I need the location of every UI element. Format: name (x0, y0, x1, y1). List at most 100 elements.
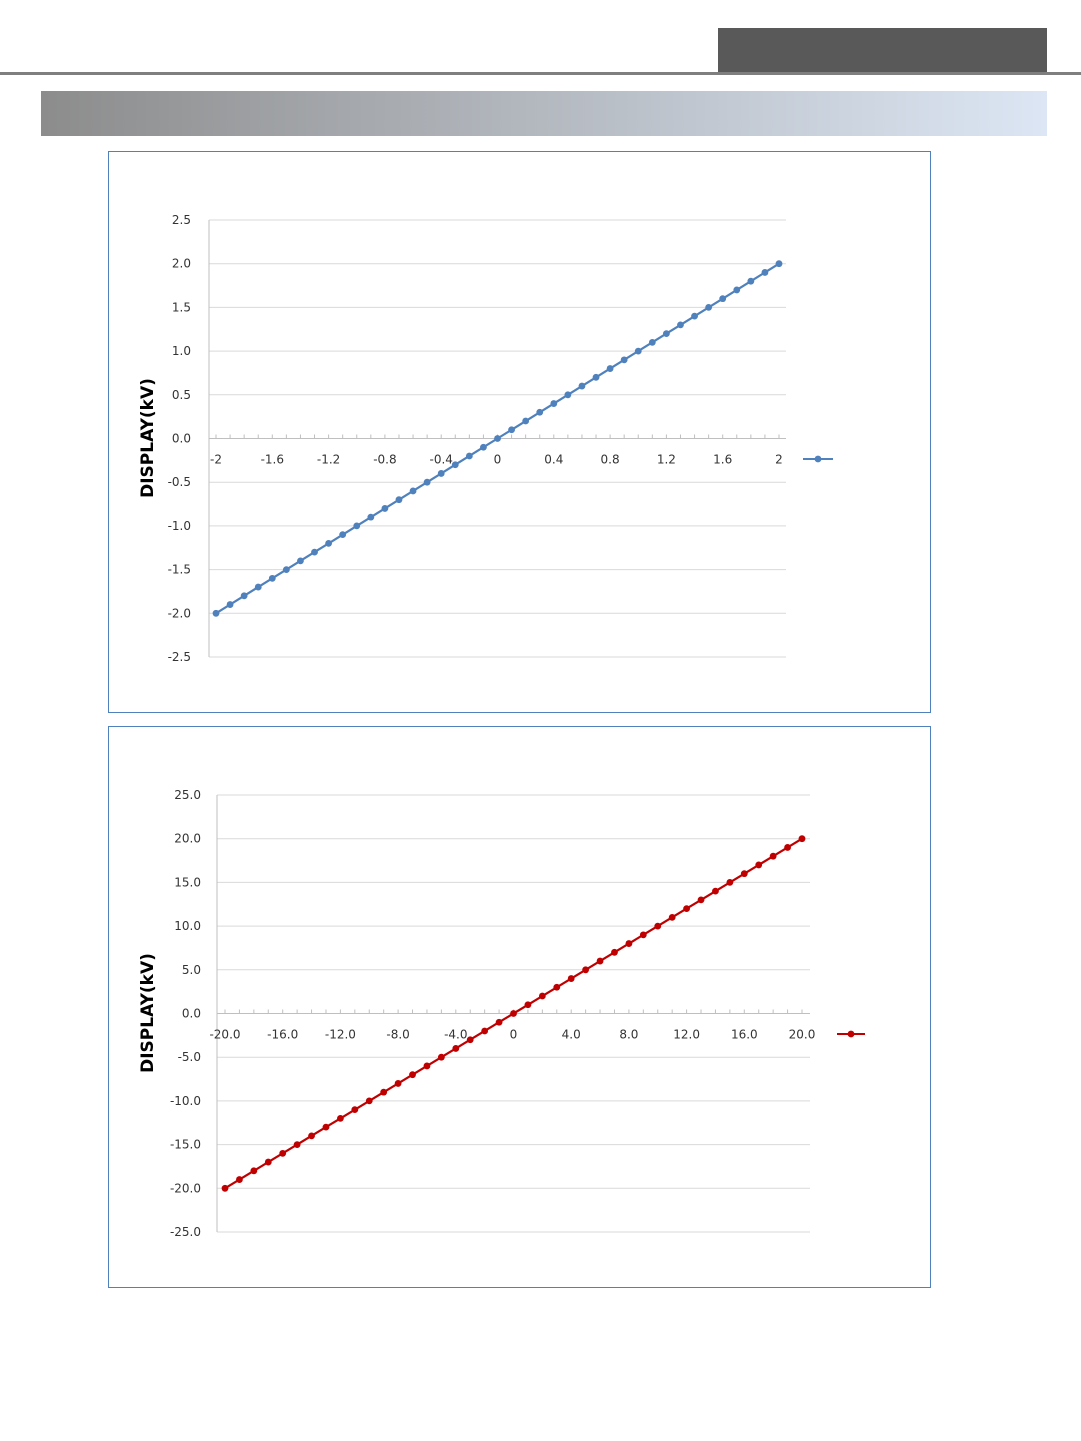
data-point (606, 365, 614, 372)
data-point (367, 513, 375, 521)
y-tick-label: 15.0 (174, 875, 201, 889)
data-point (221, 1184, 229, 1192)
x-tick-label: -20.0 (209, 1028, 240, 1042)
y-axis-label: DISPLAY(kV) (138, 378, 158, 498)
data-point (536, 408, 544, 416)
data-point (380, 1088, 388, 1096)
data-point (481, 1027, 489, 1035)
data-point (712, 887, 719, 895)
y-tick-label: 2.5 (172, 213, 191, 227)
data-point (740, 870, 748, 878)
y-tick-label: 1.5 (172, 300, 191, 314)
header-rule (0, 72, 1081, 75)
legend-marker (814, 455, 822, 463)
data-point (648, 338, 656, 346)
data-point (705, 304, 713, 311)
chart-2: 25.0 20.0 15.0 10.0 5.0 0.0 -5.0 -10.0 -15.0 -20.… (138, 788, 865, 1239)
x-tick-label: 2 (775, 453, 783, 467)
data-point (264, 1158, 272, 1166)
data-point (452, 1045, 460, 1052)
x-tick-label: -8.0 (386, 1028, 409, 1042)
y-tick-label: 10.0 (174, 919, 201, 933)
data-point (394, 1080, 402, 1087)
y-tick-label: -10.0 (170, 1094, 201, 1108)
data-point (297, 557, 304, 565)
data-point (351, 1106, 359, 1114)
y-tick-label: -20.0 (170, 1181, 201, 1195)
data-point (747, 277, 755, 285)
data-point (226, 601, 234, 608)
data-point (268, 574, 276, 582)
data-point (691, 312, 698, 320)
data-point (510, 1010, 517, 1017)
data-point (395, 496, 403, 504)
y-tick-label: -2.0 (168, 606, 191, 620)
data-point (339, 531, 347, 539)
header-tab (718, 28, 1047, 72)
data-point (719, 295, 727, 303)
x-tick-label: -16.0 (267, 1028, 298, 1042)
data-point (465, 452, 473, 460)
data-point (578, 382, 586, 390)
data-point (733, 286, 741, 294)
data-point (553, 983, 561, 991)
y-tick-label: 5.0 (182, 963, 201, 977)
data-point (663, 330, 670, 338)
data-point (279, 1149, 287, 1157)
x-tick-label: 4.0 (562, 1028, 581, 1042)
x-tick-label: -1.6 (261, 453, 284, 467)
data-point (250, 1167, 258, 1175)
data-point (683, 905, 690, 913)
data-point (353, 522, 361, 530)
y-tick-label: 1.0 (172, 344, 191, 358)
data-point (524, 1001, 532, 1009)
y-tick-label: -0.5 (168, 475, 191, 489)
data-point (495, 1018, 503, 1026)
y-tick-label: -25.0 (170, 1225, 201, 1239)
x-tick-label: 0 (494, 453, 502, 467)
data-point (596, 957, 604, 965)
y-tick-label: -1.5 (168, 563, 191, 577)
y-axis-label: DISPLAY(kV) (138, 953, 158, 1073)
data-point (769, 852, 777, 860)
data-point (677, 321, 684, 329)
data-point (480, 443, 487, 451)
data-point (798, 835, 806, 843)
chart-1: 2.5 2.0 1.5 1.0 0.5 0.0 -0.5 -1.0 -1.5 -2.0 -2.5 -2… (138, 213, 833, 664)
x-tick-label: 0 (510, 1028, 518, 1042)
data-point (409, 1071, 416, 1079)
data-point (755, 861, 763, 869)
data-point (437, 470, 445, 477)
data-point (282, 566, 290, 573)
x-tick-label: -0.4 (429, 453, 452, 467)
x-tick-label: -1.2 (317, 453, 340, 467)
y-tick-label: 25.0 (174, 788, 201, 802)
data-point (625, 940, 633, 947)
data-point (466, 1036, 474, 1044)
x-tick-label: 16.0 (731, 1028, 758, 1042)
x-tick-label: 0.8 (601, 453, 620, 467)
data-point (423, 478, 431, 486)
data-point (325, 539, 332, 547)
data-point (654, 922, 662, 930)
y-tick-label: -15.0 (170, 1138, 201, 1152)
data-point (451, 461, 459, 469)
section-band (41, 91, 1047, 136)
data-point (254, 583, 262, 591)
data-point (236, 1176, 243, 1183)
x-tick-label: -0.8 (373, 453, 396, 467)
data-point (784, 844, 791, 851)
data-point (409, 487, 417, 495)
data-point (212, 609, 220, 617)
data-point (311, 548, 318, 556)
legend-marker (847, 1030, 855, 1038)
data-point (611, 948, 618, 956)
y-tick-label: -1.0 (168, 519, 191, 533)
data-point (639, 931, 647, 939)
data-point (337, 1114, 344, 1122)
data-point (538, 992, 546, 1000)
data-point (381, 505, 389, 512)
y-tick-label: 20.0 (174, 832, 201, 846)
chart-frame-2: 25.0 20.0 15.0 10.0 5.0 0.0 -5.0 -10.0 -15.0 -20.… (108, 726, 931, 1288)
y-tick-label: 0.5 (172, 388, 191, 402)
